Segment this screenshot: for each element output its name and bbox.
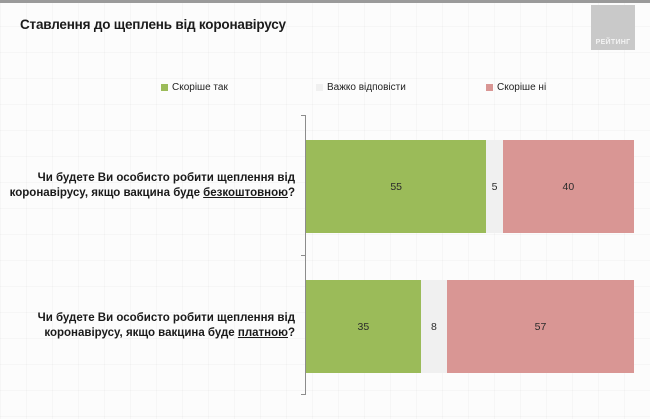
- legend-label: Скоріше ні: [497, 82, 547, 93]
- legend-swatch-yes: [161, 84, 168, 91]
- axis-tick: [301, 115, 306, 116]
- legend-swatch-no: [486, 84, 493, 91]
- bar-segment-hard-to-say: 8: [420, 280, 448, 373]
- bar-segment-hard-to-say: 5: [486, 140, 503, 233]
- axis-tick: [301, 255, 306, 256]
- question-line2: коронавірусу, якщо вакцина буде платною?: [44, 327, 295, 339]
- chart-title: Ставлення до щеплень від коронавірусу: [20, 17, 286, 32]
- question-line2: коронавірусу, якщо вакцина буде безкошто…: [9, 187, 295, 199]
- legend-item-no: Скоріше ні: [486, 82, 546, 93]
- emphasis-free: безкоштовною: [203, 187, 288, 199]
- question-label-free: Чи будете Ви особисто робити щеплення ві…: [0, 171, 295, 201]
- question-label-paid: Чи будете Ви особисто робити щеплення ві…: [0, 311, 295, 341]
- emphasis-paid: платною: [237, 327, 288, 339]
- axis-tick: [301, 394, 306, 395]
- bar-row-free: 55 5 40: [306, 140, 634, 233]
- legend-item-yes: Скоріше так: [161, 82, 228, 93]
- legend-item-hard-to-say: Важко відповісти: [316, 82, 406, 93]
- legend-swatch-hard-to-say: [316, 84, 323, 91]
- legend: Скоріше так Важко відповісти Скоріше ні: [0, 82, 650, 98]
- question-line1: Чи будете Ви особисто робити щеплення ві…: [37, 312, 295, 324]
- legend-label: Важко відповісти: [327, 82, 406, 93]
- bar-segment-no: 40: [502, 140, 634, 233]
- legend-label: Скоріше так: [172, 82, 228, 93]
- bar-row-paid: 35 8 57: [306, 280, 634, 373]
- bar-segment-no: 57: [447, 280, 634, 373]
- top-border: [0, 0, 650, 3]
- question-line1: Чи будете Ви особисто робити щеплення ві…: [37, 172, 295, 184]
- bar-segment-yes: 55: [306, 140, 487, 233]
- bar-segment-yes: 35: [306, 280, 421, 373]
- rating-logo: РЕЙТИНГ: [591, 5, 635, 50]
- logo-text: РЕЙТИНГ: [595, 39, 631, 46]
